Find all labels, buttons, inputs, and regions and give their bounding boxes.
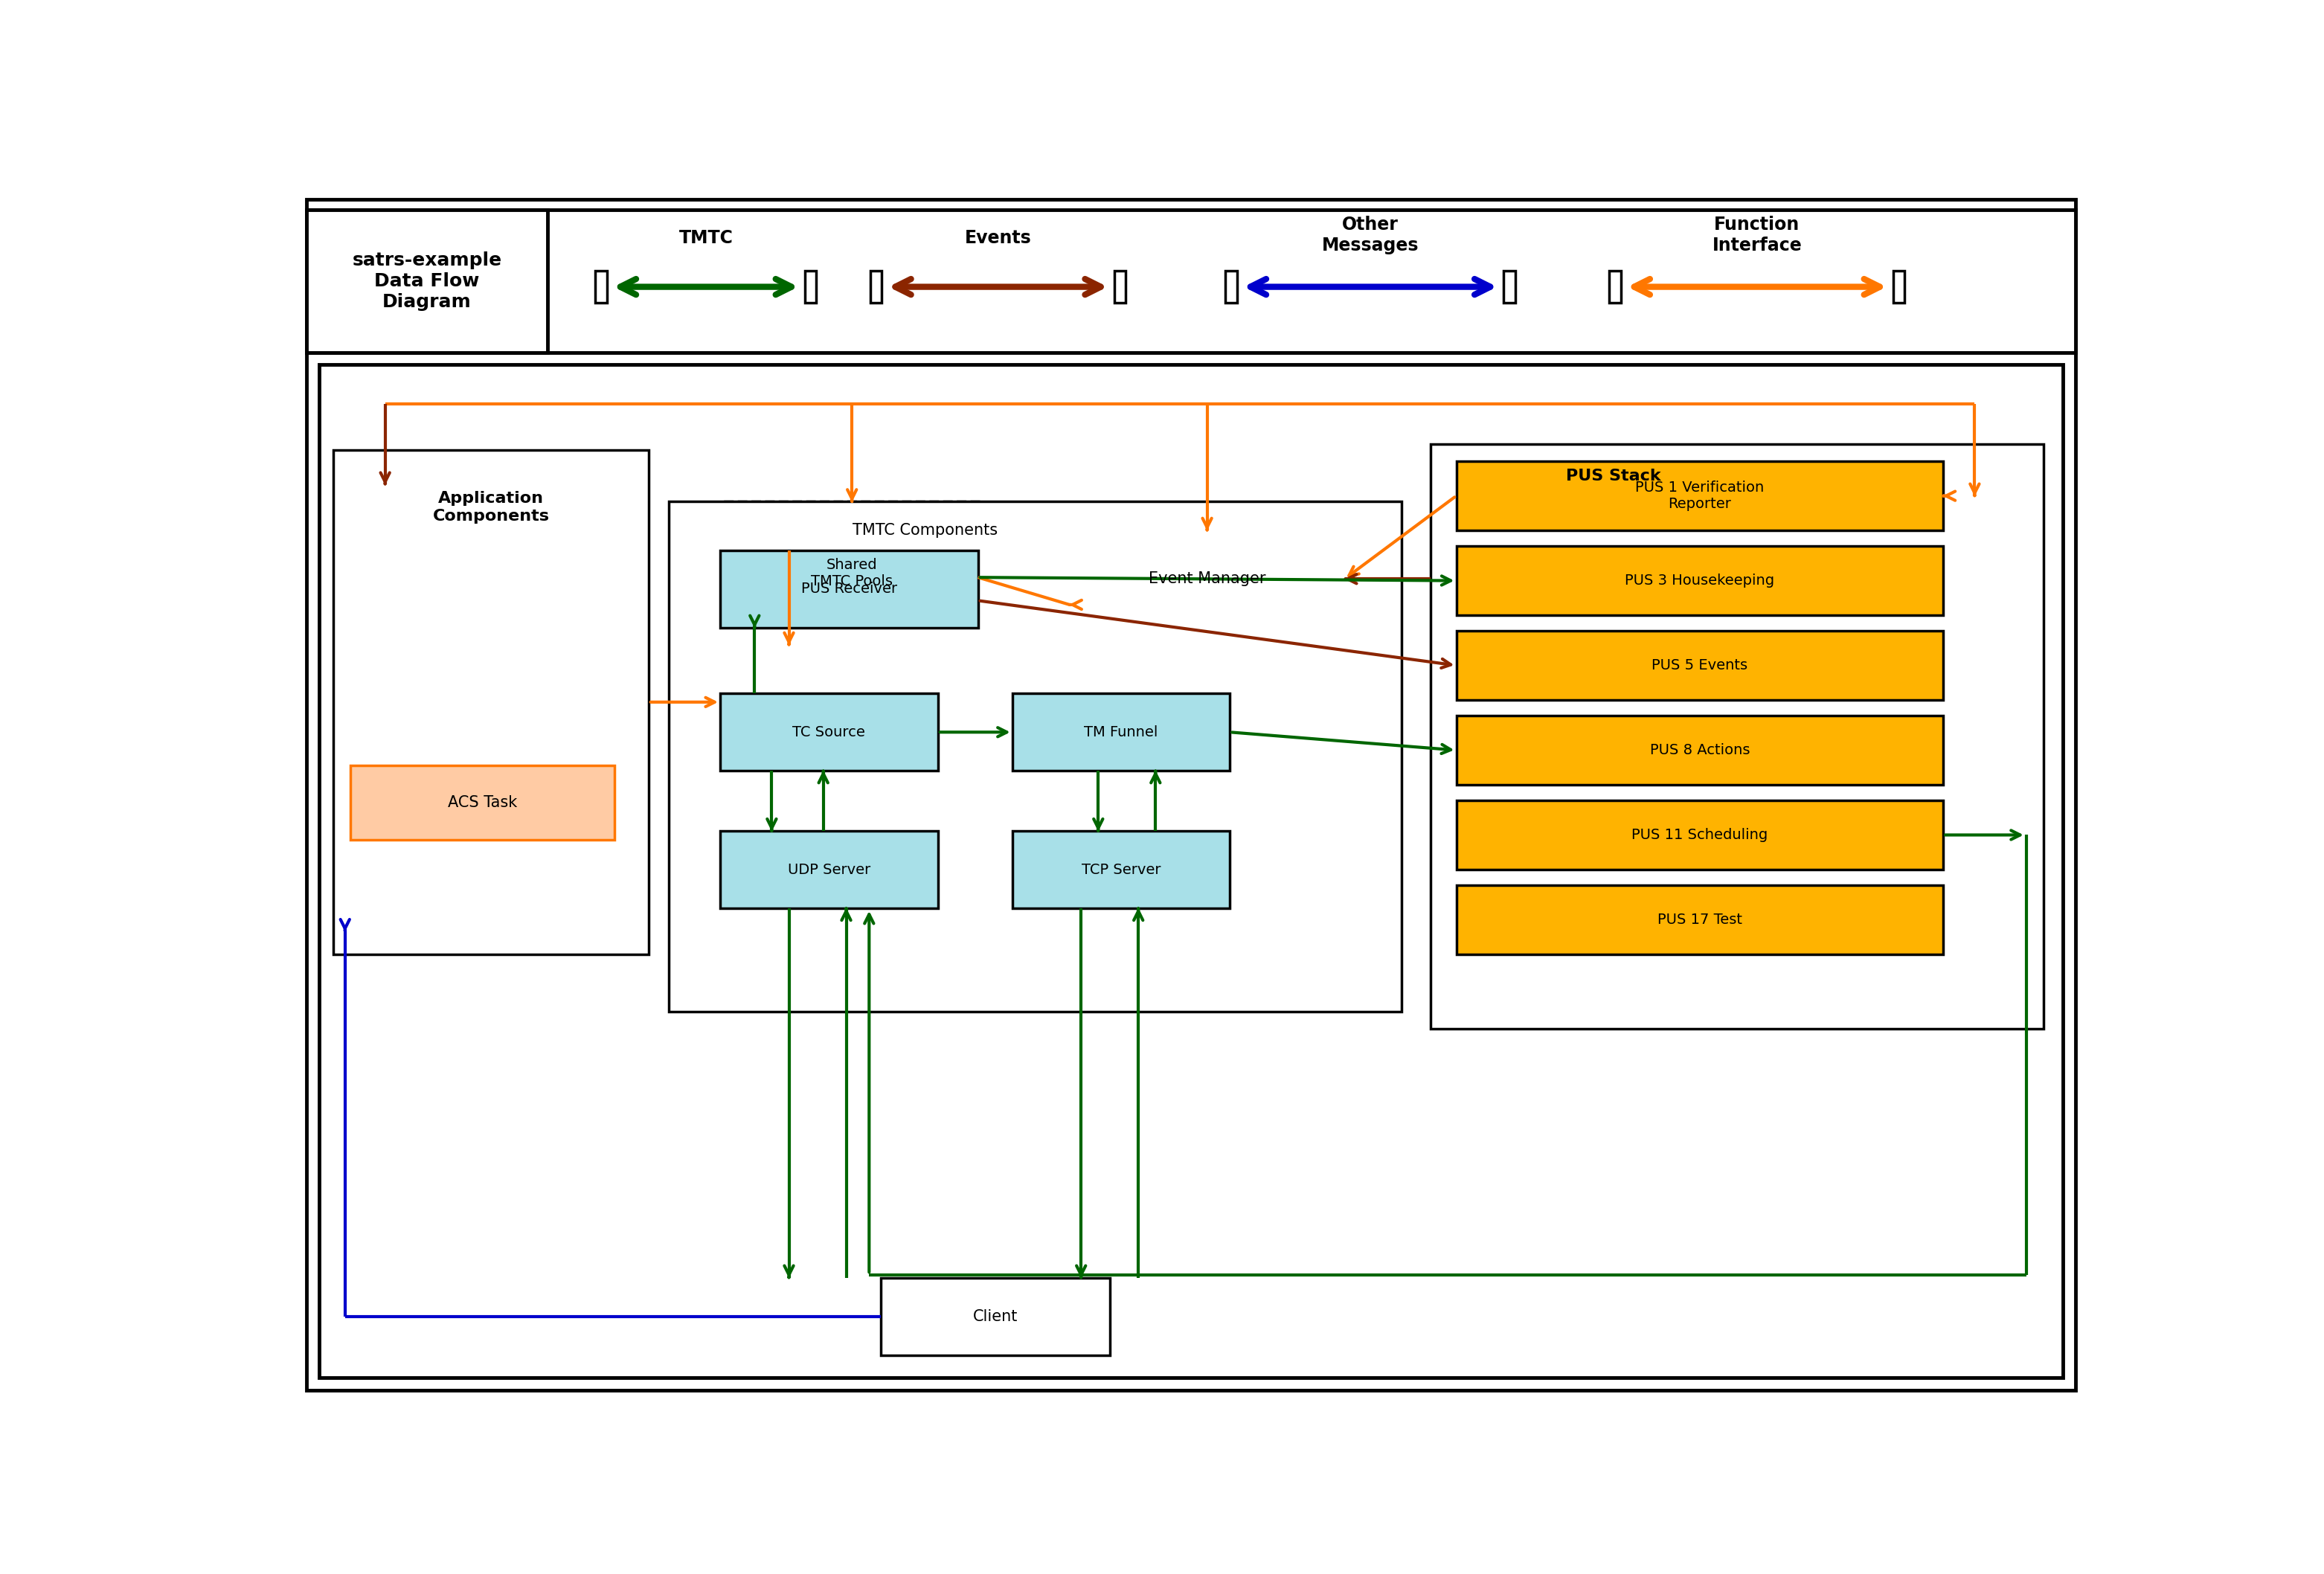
Text: TMTC: TMTC — [679, 230, 732, 247]
Bar — [1457, 801, 1943, 869]
Text: PUS 1 Verification
Reporter: PUS 1 Verification Reporter — [1636, 480, 1764, 512]
Text: TMTC Components: TMTC Components — [853, 523, 997, 538]
Bar — [720, 502, 983, 645]
Bar — [1013, 694, 1229, 771]
Bar — [307, 209, 2075, 353]
Text: PUS 17 Test: PUS 17 Test — [1657, 913, 1743, 927]
Bar — [318, 364, 2064, 1377]
Text: Event Manager: Event Manager — [1148, 571, 1267, 587]
Bar — [595, 271, 607, 302]
Text: PUS 5 Events: PUS 5 Events — [1652, 658, 1748, 672]
Bar — [1225, 271, 1236, 302]
Bar — [1069, 530, 1346, 628]
Bar — [307, 209, 546, 353]
Text: PUS 8 Actions: PUS 8 Actions — [1650, 743, 1750, 757]
Bar — [1457, 885, 1943, 954]
Text: ACS Task: ACS Task — [449, 795, 518, 809]
Bar — [720, 694, 939, 771]
Bar — [351, 765, 614, 839]
Text: satrs-example
Data Flow
Diagram: satrs-example Data Flow Diagram — [353, 252, 502, 310]
Text: TM Funnel: TM Funnel — [1085, 726, 1157, 740]
Bar — [881, 1278, 1111, 1355]
Text: Other
Messages: Other Messages — [1322, 216, 1420, 255]
Text: Application
Components: Application Components — [432, 491, 548, 524]
Text: TCP Server: TCP Server — [1081, 863, 1160, 877]
Text: Function
Interface: Function Interface — [1713, 216, 1801, 255]
Bar — [1457, 716, 1943, 784]
Bar — [720, 551, 978, 628]
Bar — [1608, 271, 1620, 302]
Text: Client: Client — [974, 1310, 1018, 1324]
Bar — [1432, 444, 2043, 1028]
Text: PUS 11 Scheduling: PUS 11 Scheduling — [1631, 828, 1769, 842]
Bar — [1113, 271, 1125, 302]
Text: PUS 3 Housekeeping: PUS 3 Housekeeping — [1624, 573, 1776, 587]
Text: UDP Server: UDP Server — [788, 863, 871, 877]
Bar — [1013, 831, 1229, 908]
Bar — [669, 502, 1401, 1012]
Text: Events: Events — [964, 230, 1032, 247]
Bar — [1894, 271, 1906, 302]
Bar — [804, 271, 816, 302]
Bar — [1457, 461, 1943, 530]
Text: PUS Receiver: PUS Receiver — [802, 582, 897, 597]
Bar — [1504, 271, 1515, 302]
Text: PUS Stack: PUS Stack — [1566, 469, 1662, 483]
Bar — [869, 271, 881, 302]
Bar — [1457, 631, 1943, 700]
Bar — [1457, 546, 1943, 615]
Bar — [335, 450, 648, 954]
Text: Shared
TMTC Pools: Shared TMTC Pools — [811, 557, 892, 589]
Bar — [720, 831, 939, 908]
Text: TC Source: TC Source — [792, 726, 865, 740]
